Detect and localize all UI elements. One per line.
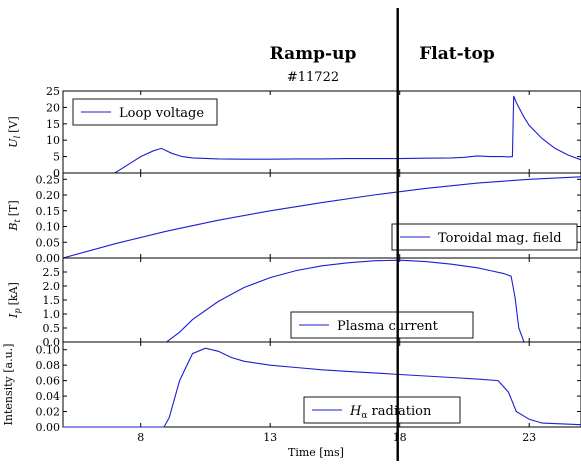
y-axis-label-subscript: l bbox=[13, 135, 22, 138]
y-axis-label: Ul [V] bbox=[7, 116, 22, 147]
y-tick-label: 0.20 bbox=[36, 189, 61, 202]
legend: Hα radiation bbox=[303, 396, 461, 424]
legend-label-text: Loop voltage bbox=[119, 106, 204, 121]
x-tick-label: 8 bbox=[137, 431, 144, 444]
y-tick-label: 0.15 bbox=[36, 205, 61, 218]
panel-2: 0.00 0.05 0.10 0.15 0.20 0.25 Bt [T] Toroidal ma… bbox=[7, 172, 581, 265]
legend-label: Plasma current bbox=[337, 319, 439, 334]
y-axis-label-symbol: I bbox=[7, 313, 20, 319]
y-tick-label: 0.02 bbox=[36, 406, 61, 419]
y-tick-label: 1.0 bbox=[43, 308, 61, 321]
y-axis-label-subscript: p bbox=[13, 308, 22, 313]
series-line bbox=[63, 347, 581, 428]
panel-frame bbox=[62, 341, 581, 428]
legend-label: Hα radiation bbox=[349, 404, 432, 421]
legend-label-rest: radiation bbox=[367, 404, 432, 419]
y-axis-label-unit: [T] bbox=[7, 200, 20, 216]
phase-label-flat-top: Flat-top bbox=[419, 44, 495, 64]
y-axis-label-symbol: B bbox=[7, 223, 20, 232]
y-tick-label: 0.06 bbox=[36, 375, 61, 388]
y-tick-label: 0.08 bbox=[36, 359, 61, 372]
y-tick-label: 20 bbox=[46, 101, 60, 114]
y-tick-label: 0.04 bbox=[36, 390, 61, 403]
y-axis-label: Bt [T] bbox=[7, 200, 22, 231]
legend-label-subscript: α bbox=[361, 411, 367, 421]
x-tick-label: 18 bbox=[393, 431, 407, 444]
y-tick-label: 10 bbox=[46, 134, 60, 147]
legend-label-symbol: H bbox=[349, 404, 362, 419]
y-tick-label: 0.10 bbox=[36, 344, 61, 357]
y-tick-label: 0 bbox=[53, 167, 60, 180]
y-tick-label: 1.5 bbox=[43, 294, 61, 307]
y-tick-label: 2.5 bbox=[43, 266, 61, 279]
series-line bbox=[63, 259, 581, 343]
y-tick-label: 5 bbox=[53, 151, 60, 164]
y-axis-label: Ip [kA] bbox=[7, 282, 22, 319]
y-axis-label: Intensity [a.u.] bbox=[2, 344, 15, 426]
y-tick-label: 0.5 bbox=[43, 322, 61, 335]
series-line bbox=[63, 95, 581, 174]
y-tick-label: 2.0 bbox=[43, 280, 61, 293]
panel-3: 0.00.51.01.52.02.5 Ip [kA] Plasma current bbox=[7, 257, 581, 349]
legend: Toroidal mag. field bbox=[391, 223, 578, 251]
y-tick-label: 0.00 bbox=[36, 252, 61, 265]
legend: Plasma current bbox=[290, 311, 474, 339]
x-tick-label: 13 bbox=[263, 431, 277, 444]
y-tick-label: 0.0 bbox=[43, 336, 61, 349]
phase-label-ramp-up: Ramp-up bbox=[270, 44, 357, 64]
y-axis-label-unit: [kA] bbox=[7, 282, 20, 305]
legend-label-text: Plasma current bbox=[337, 319, 439, 334]
x-axis-label: Time [ms] bbox=[288, 446, 344, 459]
y-axis-label-text: Intensity [a.u.] bbox=[2, 344, 15, 426]
y-tick-label: 0.05 bbox=[36, 236, 61, 249]
shot-label: #11722 bbox=[287, 70, 339, 85]
legend-label-text: Toroidal mag. field bbox=[438, 231, 562, 246]
y-tick-label: 0.10 bbox=[36, 221, 61, 234]
y-axis-label-symbol: U bbox=[7, 138, 20, 148]
y-axis-label-unit: [V] bbox=[7, 116, 20, 133]
panel-4: 0.00 0.02 0.04 0.06 0.08 0.10 Intensity [a.u.]… bbox=[2, 341, 581, 434]
y-tick-label: 0.25 bbox=[36, 173, 61, 186]
panel-1: 0 5 10 15 20 25 Ul [V] Loop voltage bbox=[7, 85, 581, 180]
x-tick-label: 23 bbox=[522, 431, 536, 444]
y-tick-label: 0.00 bbox=[36, 421, 61, 434]
series-line bbox=[62, 176, 581, 259]
y-tick-label: 15 bbox=[46, 118, 60, 131]
y-axis-label-subscript: t bbox=[13, 219, 22, 223]
y-tick-label: 25 bbox=[46, 85, 60, 98]
legend-label: Loop voltage bbox=[119, 106, 204, 121]
legend-label: Toroidal mag. field bbox=[438, 231, 562, 246]
legend: Loop voltage bbox=[72, 98, 218, 126]
